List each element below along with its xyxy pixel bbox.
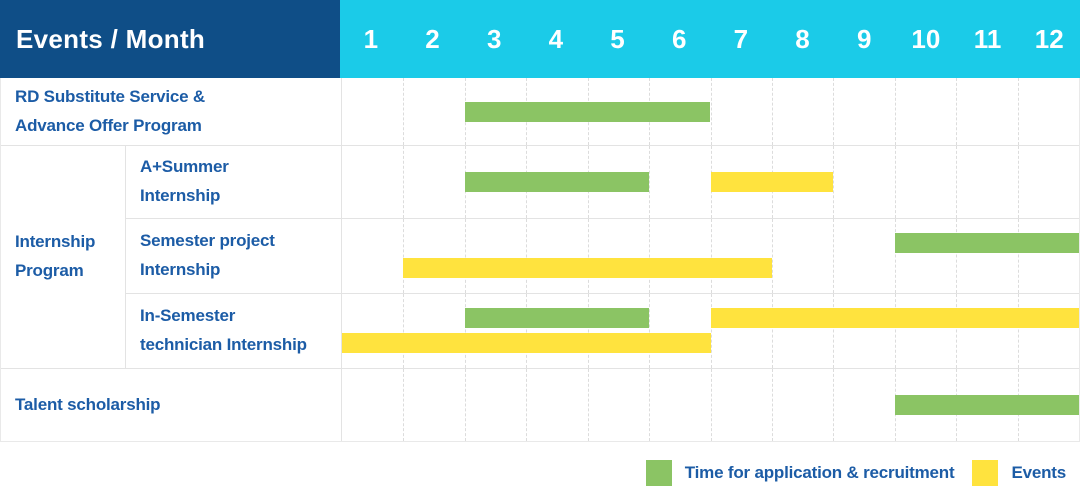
month-gridline (833, 146, 835, 218)
month-gridline (956, 219, 958, 293)
row-label-a-plus-summer: A+Summer Internship (140, 157, 229, 205)
month-label: 6 (671, 23, 687, 54)
month-gridline (1017, 219, 1019, 293)
month-gridline (587, 369, 589, 441)
row-a-plus-summer: A+Summer Internship (126, 146, 1079, 219)
month-label: 9 (856, 23, 872, 54)
month-gridline (894, 294, 896, 368)
row-label-in-semester-technician: In-Semester technician Internship (140, 306, 307, 354)
month-gridline (894, 146, 896, 218)
gantt-cell-in-semester-technician (341, 294, 1079, 368)
month-gridline (649, 146, 651, 218)
month-gridline (403, 78, 405, 145)
gantt-bar-event (403, 257, 772, 278)
gantt-bar-application_recruitment (464, 307, 650, 328)
month-label: 1 (363, 23, 379, 54)
month-header-row: 1 2 3 4 5 6 7 8 9 10 11 12 (340, 0, 1080, 78)
legend: Time for application & recruitment Event… (0, 460, 1080, 486)
row-label-talent-scholarship: Talent scholarship (15, 394, 161, 414)
gantt-bar-event (710, 307, 1079, 328)
month-gridline (1017, 294, 1019, 368)
month-gridline (771, 78, 773, 145)
month-gridline (403, 294, 405, 368)
month-gridline (956, 294, 958, 368)
gantt-bar-application_recruitment (894, 232, 1079, 253)
table-title: Events / Month (16, 23, 206, 54)
month-gridline (833, 294, 835, 368)
month-gridline (710, 219, 712, 293)
gantt-bar-application_recruitment (464, 172, 650, 192)
gantt-bar-application_recruitment (464, 101, 711, 122)
month-gridline (771, 219, 773, 293)
legend-label-events: Events (1011, 463, 1066, 482)
month-gridline (649, 294, 651, 368)
month-gridline (1017, 146, 1019, 218)
month-gridline (403, 146, 405, 218)
month-label: 5 (610, 23, 625, 54)
internship-sub-rows: A+Summer Internship Semester project Int… (126, 146, 1079, 368)
month-gridline (587, 219, 589, 293)
events-month-header-cell: Events / Month (0, 0, 340, 78)
group-internship-program: Internship Program A+Summer Internship S… (1, 146, 1079, 369)
legend-item-events: Events (972, 460, 1066, 486)
month-gridline (403, 219, 405, 293)
group-label-internship-program: Internship Program (1, 146, 126, 368)
table-body: RD Substitute Service & Advance Offer Pr… (0, 78, 1080, 442)
row-label-rd-substitute: RD Substitute Service & Advance Offer Pr… (15, 86, 206, 135)
month-gridline (956, 146, 958, 218)
month-gridline (710, 78, 712, 145)
month-gridline (649, 369, 651, 441)
table-header-row: Events / Month 1 2 3 4 5 6 7 8 9 10 11 12 (0, 0, 1080, 78)
month-gridline (526, 294, 528, 368)
gantt-bar-application_recruitment (894, 395, 1079, 415)
legend-swatch-green (645, 460, 672, 486)
month-gridline (526, 369, 528, 441)
month-gridline (464, 294, 466, 368)
gantt-cell-rd-substitute (341, 78, 1079, 145)
month-gridline (771, 369, 773, 441)
month-gridline (526, 219, 528, 293)
month-label: 4 (548, 23, 564, 54)
row-label-semester-project: Semester project Internship (140, 231, 275, 279)
month-gridline (464, 369, 466, 441)
row-in-semester-technician: In-Semester technician Internship (126, 294, 1079, 368)
month-gridline (833, 78, 835, 145)
month-label: 10 (911, 23, 941, 54)
month-gridline (894, 78, 896, 145)
row-rd-substitute: RD Substitute Service & Advance Offer Pr… (1, 78, 1079, 146)
month-gridline (833, 219, 835, 293)
legend-swatch-yellow (972, 460, 999, 486)
month-gridline (956, 78, 958, 145)
legend-item-application-recruitment: Time for application & recruitment (645, 460, 955, 486)
month-label: 11 (973, 23, 1002, 54)
month-gridline (894, 219, 896, 293)
month-gridline (710, 294, 712, 368)
month-gridline (771, 294, 773, 368)
row-semester-project: Semester project Internship (126, 219, 1079, 294)
month-gridline (710, 369, 712, 441)
month-gridline (464, 219, 466, 293)
month-label: 3 (486, 23, 502, 54)
gantt-bar-event (342, 332, 711, 353)
gantt-cell-talent-scholarship (341, 369, 1079, 441)
gantt-cell-a-plus-summer (341, 146, 1079, 218)
row-talent-scholarship: Talent scholarship (1, 369, 1079, 441)
month-gridline (587, 294, 589, 368)
month-gridline (403, 369, 405, 441)
month-gridline (649, 219, 651, 293)
legend-label-application-recruitment: Time for application & recruitment (684, 463, 955, 482)
gantt-cell-semester-project (341, 219, 1079, 293)
month-gridline (1017, 78, 1019, 145)
month-label: 12 (1034, 23, 1064, 54)
month-label: 8 (795, 23, 810, 54)
month-gridline (833, 369, 835, 441)
month-label: 7 (733, 23, 749, 54)
gantt-bar-event (710, 172, 834, 192)
month-label: 2 (425, 23, 440, 54)
